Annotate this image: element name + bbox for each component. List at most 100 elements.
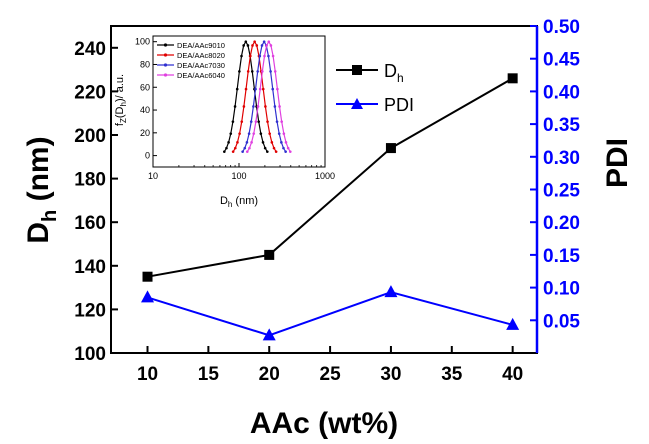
inset-point-2	[277, 132, 281, 135]
legend-label-dh-sub: h	[397, 71, 404, 85]
inset-point-3	[278, 105, 281, 108]
inset-point-0	[235, 87, 239, 91]
inset-point-3	[263, 54, 266, 58]
inset-point-2	[282, 146, 285, 150]
inset-point-2	[247, 132, 251, 135]
inset-point-1	[238, 132, 241, 135]
x-tick-label: 40	[502, 364, 523, 385]
x-axis-title: AAc (wt%)	[250, 407, 398, 440]
left-tick-label: 240	[74, 39, 106, 60]
series-line-1	[147, 291, 513, 337]
inset-point-1	[231, 150, 235, 153]
right-tick-label: 0.35	[543, 115, 580, 136]
inset-point-2	[243, 146, 247, 150]
left-tick-label: 200	[74, 126, 106, 147]
inset-y-tick-label: 0	[145, 151, 150, 161]
right-tick-label: 0.50	[543, 17, 580, 38]
inset-y-axis-title-sub2: h	[119, 102, 128, 106]
x-tick-label: 15	[198, 364, 220, 385]
inset-point-1	[255, 44, 259, 47]
inset-point-3	[248, 146, 251, 150]
inset-point-2	[271, 87, 275, 91]
data-point-dh	[264, 249, 275, 260]
inset-point-0	[240, 54, 243, 58]
inset-point-3	[250, 141, 253, 144]
inset-legend-label-3: DEA/AAc6040	[177, 71, 225, 80]
x-tick-label: 30	[380, 364, 401, 385]
data-point-pdi	[262, 328, 276, 341]
x-tick-label: 25	[320, 364, 342, 385]
inset-y-axis-title-sub: Z	[119, 118, 128, 123]
inset-point-0	[227, 141, 230, 144]
inset-point-0	[225, 146, 228, 150]
inset-legend-marker-0	[163, 43, 168, 47]
inset-point-1	[251, 44, 254, 47]
inset-point-1	[249, 54, 252, 58]
legend-label-dh: Dh	[384, 61, 404, 85]
inset-y-tick-label: 60	[140, 82, 150, 92]
inset-y-tick-label: 80	[140, 59, 150, 69]
inset-y-axis-title-rest: (D	[114, 106, 126, 118]
inset-point-1	[244, 87, 248, 91]
inset-point-2	[273, 105, 277, 108]
left-axis-ticks: 100 120 140 160 180 200 220 240	[74, 39, 118, 365]
data-point-dh	[142, 271, 153, 282]
inset-point-1	[240, 120, 244, 123]
inset-x-tick-label: 1000	[315, 171, 335, 181]
inset-point-3	[245, 150, 249, 153]
inset-point-0	[246, 44, 250, 47]
inset-point-2	[262, 40, 266, 43]
inset-point-1	[261, 87, 265, 91]
inset-legend-marker-2	[163, 63, 168, 67]
inset-point-2	[260, 44, 264, 47]
inset-point-1	[270, 141, 274, 144]
left-tick-label: 140	[74, 257, 106, 278]
inset-point-2	[280, 141, 283, 144]
data-point-pdi	[384, 285, 398, 298]
inset-point-3	[261, 70, 264, 73]
inset-series	[223, 40, 292, 153]
legend-label-pdi: PDI	[384, 95, 414, 115]
inset-legend-label-1: DEA/AAc8020	[177, 51, 225, 60]
inset-point-2	[256, 70, 259, 73]
inset-point-3	[276, 87, 279, 91]
inset-point-1	[242, 105, 246, 108]
inset-point-0	[231, 120, 235, 123]
legend: Dh PDI	[336, 61, 414, 115]
inset-point-2	[267, 54, 270, 58]
left-tick-label: 180	[74, 170, 106, 191]
inset-point-0	[261, 141, 265, 144]
inset-point-2	[284, 150, 287, 153]
inset-point-3	[280, 120, 283, 123]
inset-point-3	[265, 44, 268, 47]
inset-point-1	[253, 40, 256, 43]
inset-point-0	[266, 150, 269, 153]
inset-point-0	[242, 44, 245, 47]
inset-point-1	[268, 132, 271, 135]
data-point-dh	[385, 143, 396, 154]
left-tick-label: 120	[74, 300, 106, 321]
right-tick-label: 0.30	[543, 148, 580, 169]
series-line-0	[147, 77, 514, 278]
inset-y-tick-label: 100	[135, 37, 150, 47]
inset-point-2	[241, 150, 244, 153]
right-tick-label: 0.45	[543, 50, 580, 71]
right-tick-label: 0.05	[543, 311, 580, 332]
inset-point-3	[267, 40, 271, 43]
right-tick-label: 0.10	[543, 279, 580, 300]
inset-point-3	[288, 150, 292, 153]
inset-point-1	[236, 141, 239, 144]
inset-point-3	[254, 120, 258, 123]
inset-ticks: 10 100 1000 0 20 40 60 80 100	[135, 37, 335, 181]
inset-point-0	[244, 40, 248, 43]
right-tick-label: 0.15	[543, 246, 580, 267]
inset-legend: DEA/AAc9010DEA/AAc8020DEA/AAc7030DEA/AAc…	[157, 41, 225, 80]
inset-point-0	[250, 70, 254, 73]
inset-point-3	[258, 87, 262, 91]
legend-marker-dh	[352, 65, 362, 75]
left-axis-title-unit: (nm)	[22, 136, 55, 209]
inset-point-2	[258, 54, 262, 58]
left-tick-label: 160	[74, 213, 106, 234]
inset-point-1	[272, 146, 276, 150]
